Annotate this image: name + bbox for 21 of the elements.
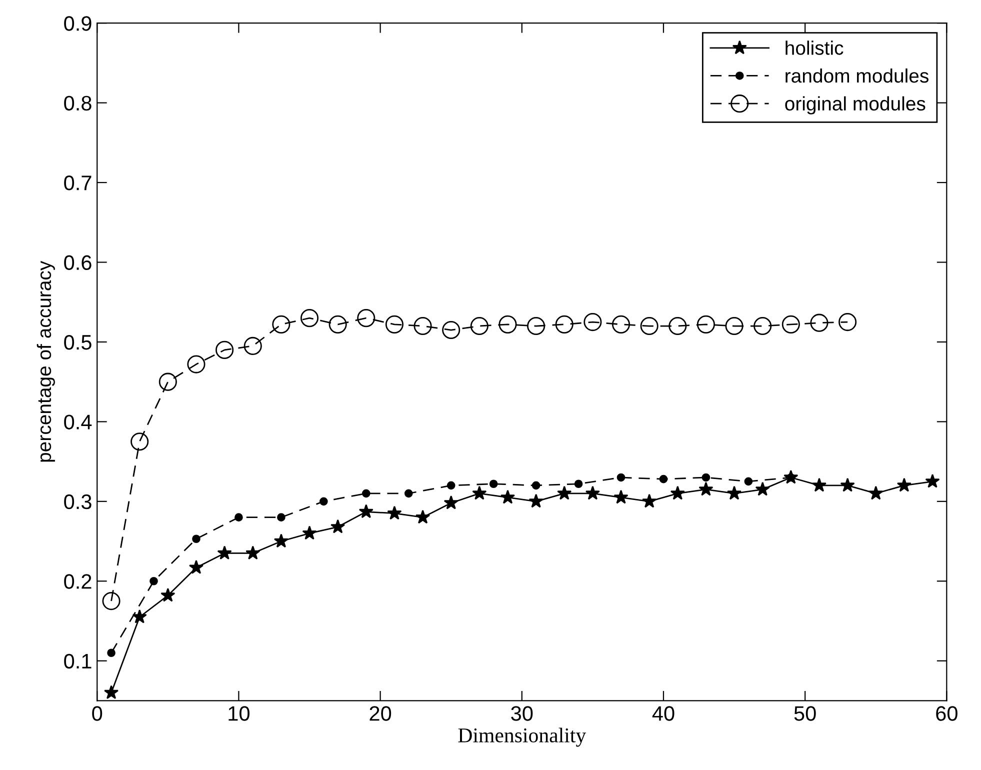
legend-label: original modules xyxy=(785,96,926,114)
y-tick-label: 0.5 xyxy=(64,334,92,350)
y-tick-label: 0.8 xyxy=(64,96,92,111)
y-tick-label: 0.4 xyxy=(64,414,92,430)
x-tick-label: 30 xyxy=(511,706,533,721)
y-tick-label: 0.6 xyxy=(64,255,92,270)
y-tick-label: 0.9 xyxy=(64,16,92,31)
y-tick-label: 0.7 xyxy=(64,176,92,190)
y-tick-label: 0.1 xyxy=(64,654,92,669)
y-axis-title: percentage of accuracy xyxy=(36,260,55,462)
y-tick-label: 0.3 xyxy=(64,494,92,510)
y-tick-label: 0.2 xyxy=(64,574,92,589)
x-tick-label: 0 xyxy=(92,706,102,721)
legend-label: holistic xyxy=(786,40,844,55)
x-tick-label: 40 xyxy=(652,706,674,721)
x-axis-title: Dimensionality xyxy=(458,728,586,747)
x-tick-label: 50 xyxy=(794,706,816,721)
x-tick-label: 60 xyxy=(936,706,958,721)
legend-label: random modules xyxy=(786,68,928,83)
x-tick-label: 10 xyxy=(228,706,250,721)
x-tick-label: 20 xyxy=(370,706,392,721)
